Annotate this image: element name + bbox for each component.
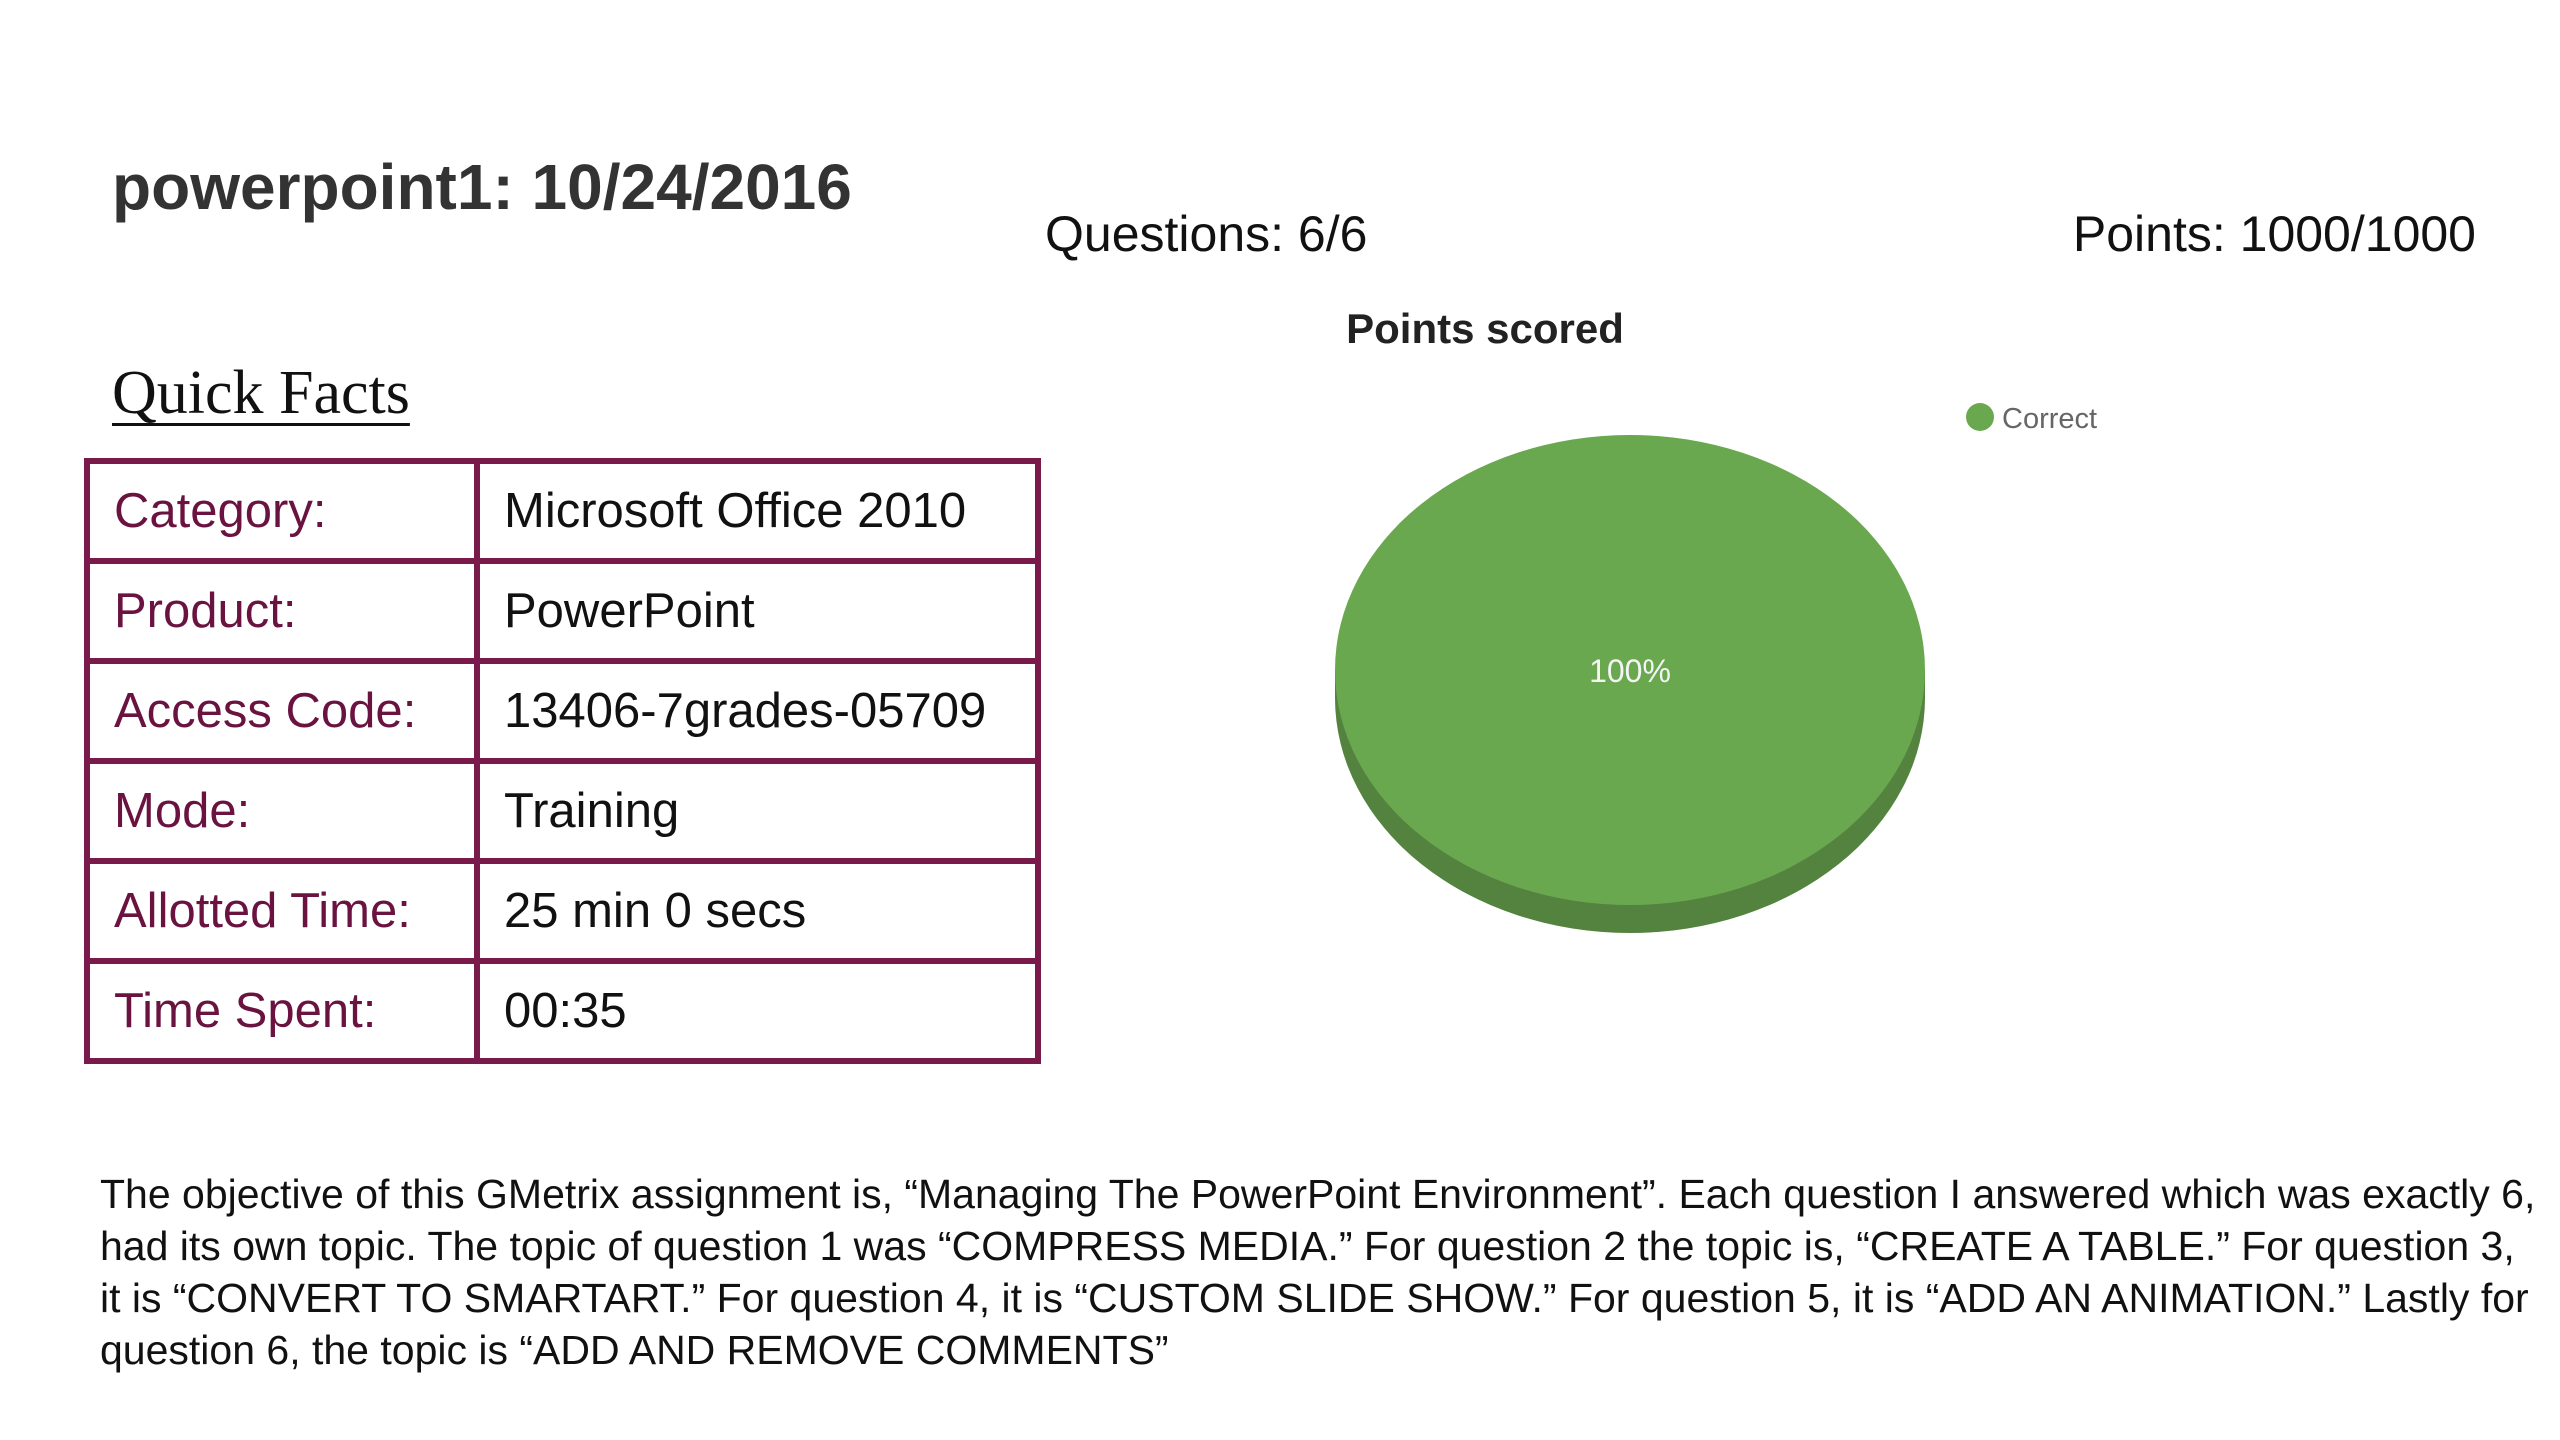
table-row: Product: PowerPoint	[84, 558, 1041, 664]
table-row: Category: Microsoft Office 2010	[84, 458, 1041, 564]
access-code-label: Access Code:	[84, 658, 480, 764]
chart-legend: Correct	[1966, 403, 2097, 435]
assignment-description: The objective of this GMetrix assignment…	[100, 1171, 2536, 1373]
mode-label: Mode:	[84, 758, 480, 864]
mode-value: Training	[474, 758, 1041, 864]
table-row: Mode: Training	[84, 758, 1041, 864]
points-total: Points: 1000/1000	[2072, 206, 2476, 262]
category-label: Category:	[84, 458, 480, 564]
pie-slices: 100%	[1335, 435, 1925, 933]
questions-count: Questions: 6/6	[1045, 206, 1368, 262]
time-spent-label: Time Spent:	[84, 958, 480, 1064]
legend-label: Correct	[2002, 403, 2097, 435]
product-label: Product:	[84, 558, 480, 664]
pie-chart-svg: Points scored 100% Correct	[1335, 305, 2097, 933]
table-row: Allotted Time: 25 min 0 secs	[84, 858, 1041, 964]
table-row: Access Code: 13406-7grades-05709	[84, 658, 1041, 764]
pie-slice	[1335, 435, 1925, 905]
quick-facts-table: Category: Microsoft Office 2010 Product:…	[84, 458, 1041, 1064]
allotted-time-label: Allotted Time:	[84, 858, 480, 964]
slice-label: 100%	[1589, 653, 1671, 689]
legend-swatch	[1966, 403, 1994, 431]
allotted-time-value: 25 min 0 secs	[474, 858, 1041, 964]
chart-title: Points scored	[1346, 305, 1624, 352]
table-row: Time Spent: 00:35	[84, 958, 1041, 1064]
access-code-value: 13406-7grades-05709	[474, 658, 1041, 764]
category-value: Microsoft Office 2010	[474, 458, 1041, 564]
product-value: PowerPoint	[474, 558, 1041, 664]
quick-facts-heading: Quick Facts	[112, 359, 410, 427]
points-pie-chart: Points scored 100% Correct	[1200, 290, 2400, 1010]
time-spent-value: 00:35	[474, 958, 1041, 1064]
page-title: powerpoint1: 10/24/2016	[112, 151, 852, 223]
